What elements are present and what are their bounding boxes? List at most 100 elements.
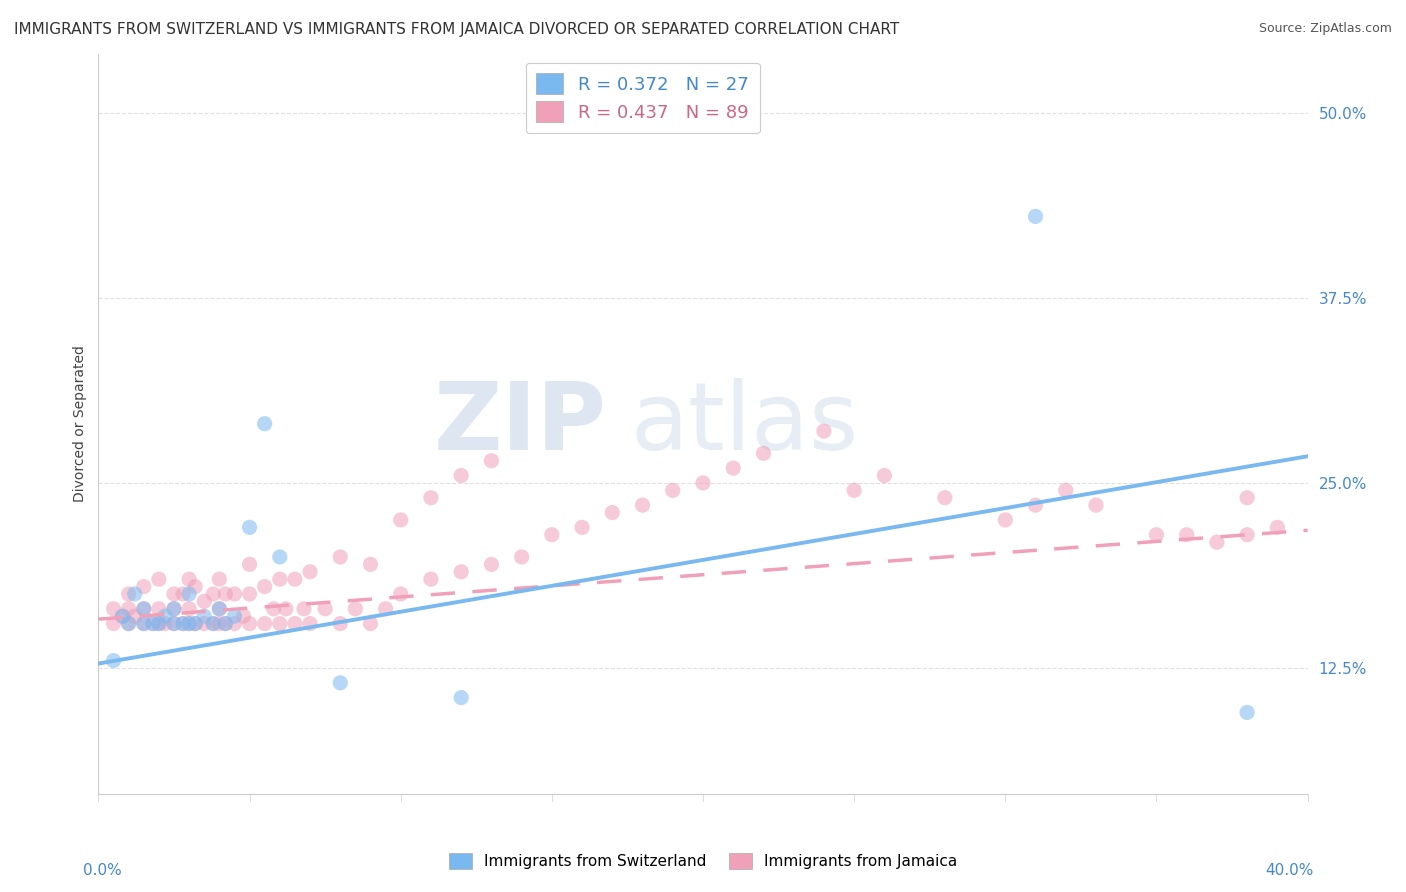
Point [752, 446, 775, 460]
Point [284, 616, 307, 631]
Point [344, 602, 367, 616]
Point [994, 513, 1017, 527]
Point [179, 602, 201, 616]
Text: 0.0%: 0.0% [83, 863, 122, 879]
Point [329, 549, 352, 564]
Point [132, 602, 155, 616]
Point [263, 602, 285, 616]
Point [202, 587, 225, 601]
Point [214, 616, 236, 631]
Point [1267, 520, 1289, 534]
Point [163, 616, 186, 631]
Point [481, 454, 503, 468]
Point [103, 654, 125, 668]
Point [103, 602, 125, 616]
Point [163, 602, 186, 616]
Point [269, 549, 291, 564]
Point [723, 461, 745, 475]
Point [274, 602, 297, 616]
Point [329, 676, 352, 690]
Point [148, 616, 170, 631]
Point [142, 616, 165, 631]
Point [510, 549, 533, 564]
Point [239, 520, 262, 534]
Point [253, 580, 276, 594]
Legend: Immigrants from Switzerland, Immigrants from Jamaica: Immigrants from Switzerland, Immigrants … [443, 847, 963, 875]
Point [118, 616, 141, 631]
Point [118, 587, 141, 601]
Point [148, 616, 170, 631]
Point [208, 572, 231, 586]
Point [329, 616, 352, 631]
Point [631, 498, 654, 512]
Point [224, 587, 246, 601]
Point [111, 609, 134, 624]
Point [360, 558, 382, 572]
Point [813, 424, 835, 438]
Point [934, 491, 956, 505]
Point [692, 475, 714, 490]
Point [1236, 706, 1258, 720]
Point [1024, 498, 1046, 512]
Point [208, 602, 231, 616]
Point [214, 616, 236, 631]
Point [292, 602, 315, 616]
Point [172, 616, 194, 631]
Point [269, 616, 291, 631]
Point [172, 616, 194, 631]
Point [172, 587, 194, 601]
Point [163, 587, 186, 601]
Point [1236, 528, 1258, 542]
Point [844, 483, 866, 498]
Point [193, 594, 215, 608]
Point [103, 616, 125, 631]
Point [420, 491, 443, 505]
Point [179, 587, 201, 601]
Point [374, 602, 396, 616]
Point [284, 572, 307, 586]
Point [269, 572, 291, 586]
Point [299, 616, 322, 631]
Point [253, 417, 276, 431]
Point [540, 528, 562, 542]
Point [602, 506, 624, 520]
Point [360, 616, 382, 631]
Y-axis label: Divorced or Separated: Divorced or Separated [73, 345, 87, 502]
Point [202, 616, 225, 631]
Point [193, 616, 215, 631]
Legend: R = 0.372   N = 27, R = 0.437   N = 89: R = 0.372 N = 27, R = 0.437 N = 89 [526, 62, 759, 133]
Point [208, 602, 231, 616]
Point [179, 572, 201, 586]
Text: IMMIGRANTS FROM SWITZERLAND VS IMMIGRANTS FROM JAMAICA DIVORCED OR SEPARATED COR: IMMIGRANTS FROM SWITZERLAND VS IMMIGRANT… [14, 22, 900, 37]
Text: atlas: atlas [630, 377, 859, 470]
Point [132, 580, 155, 594]
Point [193, 609, 215, 624]
Point [450, 690, 472, 705]
Point [1144, 528, 1167, 542]
Point [118, 616, 141, 631]
Point [873, 468, 896, 483]
Text: 40.0%: 40.0% [1265, 863, 1313, 879]
Point [1085, 498, 1108, 512]
Point [148, 602, 170, 616]
Point [208, 616, 231, 631]
Point [202, 616, 225, 631]
Point [314, 602, 336, 616]
Point [153, 609, 176, 624]
Point [1206, 535, 1229, 549]
Point [1054, 483, 1077, 498]
Point [232, 609, 254, 624]
Point [132, 602, 155, 616]
Point [1175, 528, 1198, 542]
Text: Source: ZipAtlas.com: Source: ZipAtlas.com [1258, 22, 1392, 36]
Point [420, 572, 443, 586]
Point [184, 616, 207, 631]
Point [111, 609, 134, 624]
Point [132, 616, 155, 631]
Point [132, 616, 155, 631]
Point [224, 609, 246, 624]
Point [184, 580, 207, 594]
Point [450, 468, 472, 483]
Point [163, 616, 186, 631]
Point [299, 565, 322, 579]
